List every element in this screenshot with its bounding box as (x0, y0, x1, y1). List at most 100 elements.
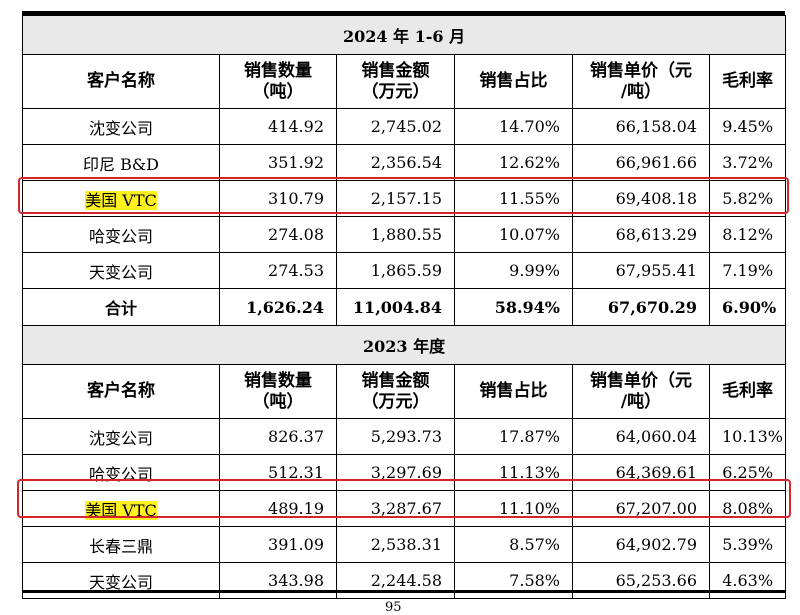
total-qty: 1,626.24 (219, 288, 337, 326)
header-customer: 客户名称 (22, 54, 220, 109)
header-qty-line2: （吨） (252, 391, 304, 412)
gross-margin: 10.13% (708, 418, 787, 455)
header-qty-line1: 销售数量 (244, 60, 312, 81)
sales-qty: 274.53 (219, 252, 337, 289)
sales-amount: 1,865.59 (336, 252, 455, 289)
sales-share: 11.55% (454, 180, 573, 217)
sales-share: 10.07% (454, 216, 573, 253)
header-qty: 销售数量 （吨） (219, 364, 337, 419)
sales-qty: 274.08 (219, 216, 337, 253)
customer-name: 沈变公司 (22, 418, 220, 455)
highlighted-customer-name: 美国 VTC (85, 190, 157, 210)
page-number: 95 (385, 600, 402, 615)
gross-margin: 3.72% (708, 144, 787, 181)
page-number-text: 95 (385, 600, 402, 615)
sales-share: 14.70% (454, 108, 573, 145)
unit-price: 67,207.00 (572, 490, 710, 527)
header-amount-line2: （万元） (361, 81, 430, 102)
header-unit-price-line1: 销售单价（元 (590, 60, 692, 81)
gross-margin: 9.45% (708, 108, 787, 145)
customer-name: 哈变公司 (22, 216, 220, 253)
unit-price: 64,060.04 (572, 418, 710, 455)
gross-margin: 8.12% (708, 216, 787, 253)
sales-qty: 512.31 (219, 454, 337, 491)
sales-share: 9.99% (454, 252, 573, 289)
customer-name: 天变公司 (22, 252, 220, 289)
unit-price: 67,955.41 (572, 252, 710, 289)
total-label: 合计 (22, 288, 220, 326)
customer-name: 天变公司 (22, 562, 220, 599)
sales-qty: 391.09 (219, 526, 337, 563)
table-row: 哈变公司 512.31 3,297.69 11.13% 64,369.61 6.… (22, 454, 787, 491)
table-row: 长春三鼎 391.09 2,538.31 8.57% 64,902.79 5.3… (22, 526, 787, 563)
unit-price: 66,961.66 (572, 144, 710, 181)
header-amount-line1: 销售金额 (361, 60, 430, 81)
total-row: 合计 1,626.24 11,004.84 58.94% 67,670.29 6… (22, 288, 787, 326)
table-bottom-rule (22, 590, 785, 593)
unit-price: 66,158.04 (572, 108, 710, 145)
highlight-box-2023 (17, 479, 791, 518)
unit-price: 64,369.61 (572, 454, 710, 491)
sales-amount: 5,293.73 (336, 418, 455, 455)
table-row: 天变公司 343.98 2,244.58 7.58% 65,253.66 4.6… (22, 562, 787, 599)
customer-name: 沈变公司 (22, 108, 220, 145)
sales-qty: 414.92 (219, 108, 337, 145)
header-margin: 毛利率 (708, 364, 787, 419)
section-title-row: 2024 年 1-6 月 (21, 15, 787, 55)
highlight-box-2024 (18, 177, 789, 214)
sales-qty: 343.98 (219, 562, 337, 599)
gross-margin: 5.82% (708, 180, 787, 217)
table-row-highlighted: 美国 VTC 489.19 3,287.67 11.10% 67,207.00 … (22, 490, 787, 527)
total-share: 58.94% (454, 288, 573, 326)
unit-price: 65,253.66 (572, 562, 710, 599)
table-row: 印尼 B&D 351.92 2,356.54 12.62% 66,961.66 … (22, 144, 787, 181)
sales-share: 11.10% (454, 490, 573, 527)
sales-amount: 1,880.55 (336, 216, 455, 253)
header-unit-price: 销售单价（元/吨） (572, 54, 710, 109)
header-qty: 销售数量 （吨） (219, 54, 337, 109)
table-row: 沈变公司 826.37 5,293.73 17.87% 64,060.04 10… (22, 418, 787, 455)
header-amount: 销售金额 （万元） (336, 364, 455, 419)
customer-name: 长春三鼎 (22, 526, 220, 563)
customer-name: 印尼 B&D (22, 144, 220, 181)
section-title-row: 2023 年度 (21, 325, 787, 365)
sales-share: 11.13% (454, 454, 573, 491)
highlighted-customer-name: 美国 VTC (85, 500, 157, 520)
header-share: 销售占比 (454, 364, 573, 419)
gross-margin: 5.39% (708, 526, 787, 563)
gross-margin: 7.19% (708, 252, 787, 289)
total-unit-price: 67,670.29 (572, 288, 710, 326)
sales-amount: 2,157.15 (336, 180, 455, 217)
header-amount-line2: （万元） (361, 391, 430, 412)
header-unit-price: 销售单价（元/吨） (572, 364, 710, 419)
header-customer: 客户名称 (22, 364, 220, 419)
section-title: 2023 年度 (21, 325, 787, 365)
header-share: 销售占比 (454, 54, 573, 109)
section-title: 2024 年 1-6 月 (21, 15, 787, 55)
header-amount: 销售金额 （万元） (336, 54, 455, 109)
sales-amount: 2,538.31 (336, 526, 455, 563)
sales-qty: 351.92 (219, 144, 337, 181)
header-unit-price-line2: /吨） (620, 391, 662, 412)
table-row: 哈变公司 274.08 1,880.55 10.07% 68,613.29 8.… (22, 216, 787, 253)
sales-share: 8.57% (454, 526, 573, 563)
sales-qty: 826.37 (219, 418, 337, 455)
sales-share: 7.58% (454, 562, 573, 599)
total-margin: 6.90% (708, 288, 787, 326)
sales-share: 12.62% (454, 144, 573, 181)
unit-price: 64,902.79 (572, 526, 710, 563)
sales-table: 2024 年 1-6 月 客户名称 销售数量 （吨） 销售金额 （万元） 销售占比 … (21, 15, 787, 599)
table-row: 沈变公司 414.92 2,745.02 14.70% 66,158.04 9.… (22, 108, 787, 145)
header-qty-line1: 销售数量 (244, 370, 312, 391)
total-amount: 11,004.84 (336, 288, 455, 326)
unit-price: 68,613.29 (572, 216, 710, 253)
header-margin: 毛利率 (708, 54, 787, 109)
gross-margin: 4.63% (708, 562, 787, 599)
table-top-rule (22, 11, 785, 15)
sales-qty: 489.19 (219, 490, 337, 527)
header-unit-price-line2: /吨） (620, 81, 662, 102)
header-row: 客户名称 销售数量 （吨） 销售金额 （万元） 销售占比 销售单价（元/吨） 毛利率 (22, 54, 787, 109)
header-qty-line2: （吨） (252, 81, 304, 102)
sales-amount: 2,244.58 (336, 562, 455, 599)
header-amount-line1: 销售金额 (361, 370, 430, 391)
